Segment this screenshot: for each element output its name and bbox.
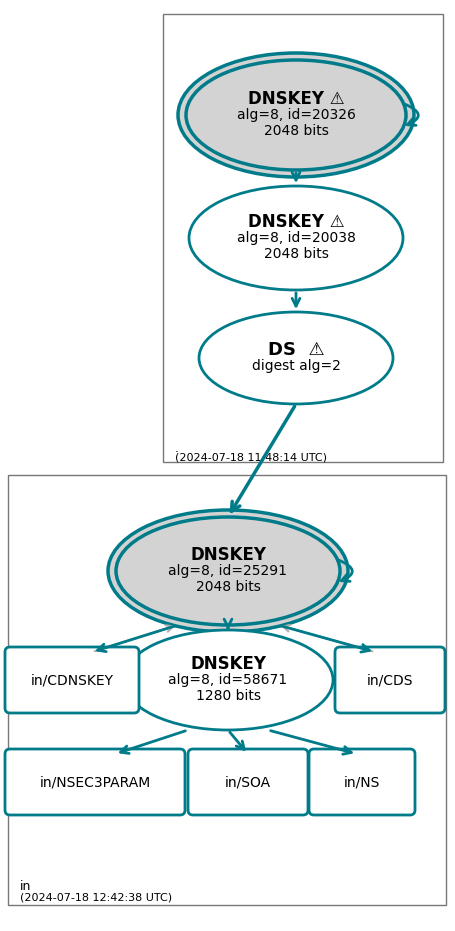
Text: DNSKEY: DNSKEY	[190, 655, 265, 673]
Text: in/CDS: in/CDS	[366, 673, 412, 687]
Ellipse shape	[177, 53, 413, 177]
Text: alg=8, id=25291: alg=8, id=25291	[168, 564, 287, 578]
Text: DS  ⚠: DS ⚠	[267, 341, 324, 359]
Text: in/NSEC3PARAM: in/NSEC3PARAM	[39, 775, 150, 789]
FancyBboxPatch shape	[308, 749, 414, 815]
Text: .: .	[175, 442, 179, 455]
Text: in/SOA: in/SOA	[224, 775, 270, 789]
Ellipse shape	[108, 510, 347, 632]
FancyBboxPatch shape	[187, 749, 307, 815]
Text: alg=8, id=58671: alg=8, id=58671	[168, 673, 287, 687]
Text: DNSKEY ⚠: DNSKEY ⚠	[247, 90, 344, 108]
Ellipse shape	[123, 630, 332, 730]
Ellipse shape	[198, 312, 392, 404]
FancyBboxPatch shape	[334, 647, 444, 713]
Text: in: in	[20, 880, 31, 893]
Text: 2048 bits: 2048 bits	[263, 247, 328, 261]
Text: digest alg=2: digest alg=2	[251, 359, 340, 373]
Text: 2048 bits: 2048 bits	[263, 124, 328, 138]
Text: alg=8, id=20038: alg=8, id=20038	[236, 231, 354, 245]
FancyBboxPatch shape	[5, 647, 139, 713]
Bar	[8, 475, 445, 905]
Text: DNSKEY: DNSKEY	[190, 546, 265, 564]
Text: (2024-07-18 11:48:14 UTC): (2024-07-18 11:48:14 UTC)	[175, 452, 326, 462]
Ellipse shape	[186, 60, 405, 170]
Text: 1280 bits: 1280 bits	[195, 689, 260, 703]
Ellipse shape	[188, 186, 402, 290]
Text: in/CDNSKEY: in/CDNSKEY	[30, 673, 113, 687]
Text: (2024-07-18 12:42:38 UTC): (2024-07-18 12:42:38 UTC)	[20, 893, 172, 903]
Bar	[162, 14, 442, 462]
Text: DNSKEY ⚠: DNSKEY ⚠	[247, 213, 344, 231]
Text: 2048 bits: 2048 bits	[195, 580, 260, 594]
Ellipse shape	[116, 517, 339, 625]
Text: alg=8, id=20326: alg=8, id=20326	[236, 108, 354, 122]
Text: in/NS: in/NS	[343, 775, 379, 789]
FancyBboxPatch shape	[5, 749, 185, 815]
